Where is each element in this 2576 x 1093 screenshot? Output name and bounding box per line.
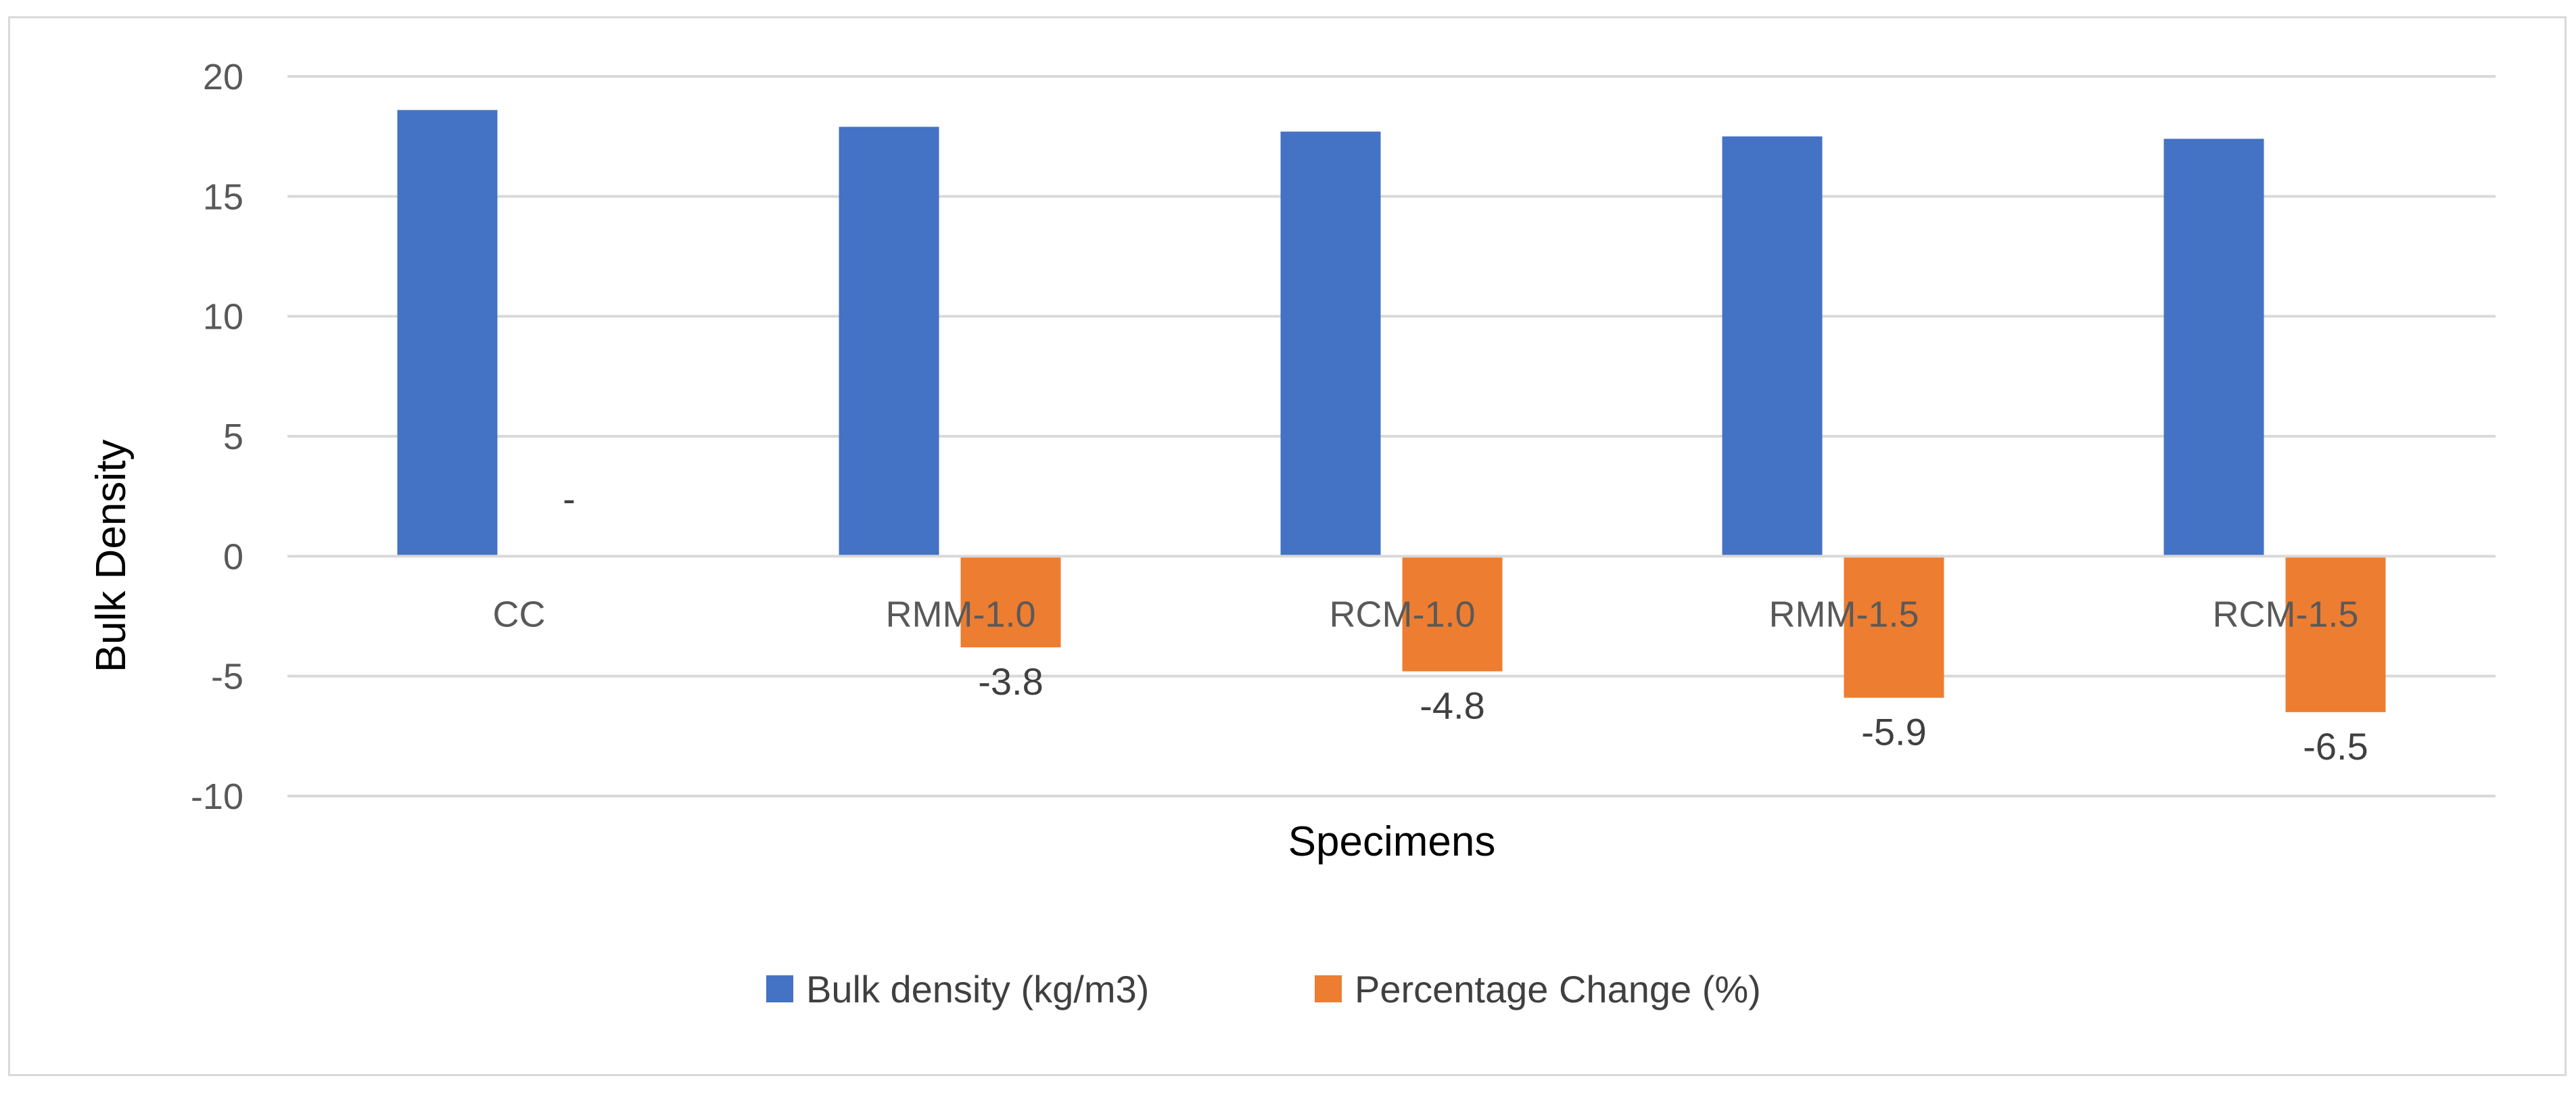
- bar-percentage-change-rmm-1.0: [960, 556, 1061, 648]
- y-tick-label: 0: [223, 536, 243, 577]
- bar-bulk-density-rmm-1.5: [1722, 136, 1823, 557]
- bars: [397, 110, 2386, 712]
- bar-percentage-change-rcm-1.5: [2285, 556, 2386, 712]
- data-label-percentage-change: -5.9: [1861, 711, 1927, 753]
- bar-bulk-density-rcm-1.5: [2163, 139, 2264, 557]
- data-labels: - -3.8 -4.8 -5.9 -6.5: [563, 477, 2368, 768]
- data-label-percentage-change: -: [563, 477, 576, 519]
- y-tick-label: 10: [203, 297, 243, 338]
- x-category-label: RCM-1.5: [2212, 594, 2358, 634]
- x-category-label: CC: [493, 594, 546, 634]
- data-label-percentage-change: -6.5: [2303, 725, 2368, 768]
- bar-percentage-change-rmm-1.5: [1844, 556, 1944, 698]
- y-tick-label: 5: [223, 417, 243, 457]
- bar-percentage-change-rcm-1.0: [1402, 556, 1503, 672]
- y-axis-title: Bulk Density: [88, 440, 135, 673]
- y-axis-ticks: 20 15 10 5 0 -5 -10: [191, 57, 243, 817]
- category-labels: CC RMM-1.0 RCM-1.0 RMM-1.5 RCM-1.5: [493, 594, 2359, 634]
- legend: Bulk density (kg/m3) Percentage Change (…: [766, 968, 1761, 1010]
- y-tick-label: 15: [203, 177, 243, 217]
- bar-bulk-density-rcm-1.0: [1280, 131, 1381, 557]
- x-category-label: RCM-1.0: [1329, 594, 1475, 634]
- legend-swatch-bulk-density: [766, 975, 793, 1002]
- y-tick-label: -5: [211, 657, 243, 697]
- legend-swatch-percentage-change: [1315, 975, 1342, 1002]
- x-category-label: RMM-1.5: [1769, 594, 1919, 634]
- bar-bulk-density-rmm-1.0: [839, 126, 939, 557]
- y-tick-label: -10: [191, 776, 243, 817]
- legend-label-percentage-change: Percentage Change (%): [1355, 968, 1761, 1010]
- bar-bulk-density-cc: [397, 110, 498, 557]
- x-category-label: RMM-1.0: [885, 594, 1035, 634]
- y-tick-label: 20: [203, 57, 243, 97]
- data-label-percentage-change: -4.8: [1420, 684, 1485, 727]
- x-axis-title: Specimens: [1288, 818, 1496, 865]
- data-label-percentage-change: -3.8: [978, 660, 1044, 703]
- legend-label-bulk-density: Bulk density (kg/m3): [806, 968, 1149, 1010]
- gridlines: [287, 75, 2496, 797]
